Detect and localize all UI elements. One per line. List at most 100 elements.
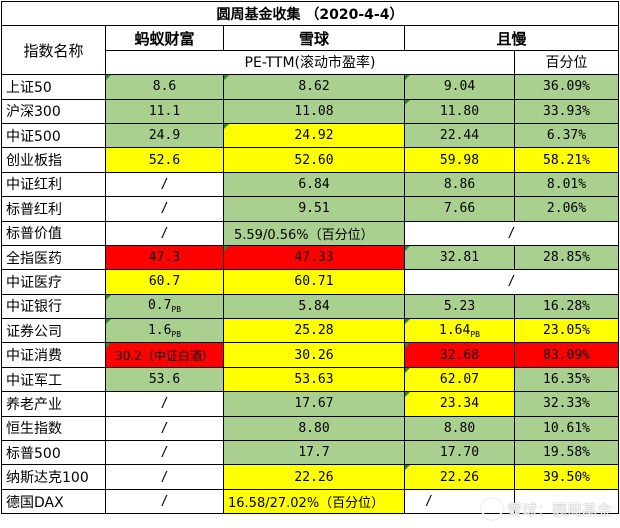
xueqiu-value: 53.63 <box>223 366 405 393</box>
danman-pe-value: 59.98 <box>404 147 515 173</box>
mayi-value: 47.3 <box>105 244 224 271</box>
title-row: 圆周基金收集 （2020-4-4） <box>1 0 619 27</box>
index-name: 中证500 <box>1 122 106 149</box>
danman-percentile-value: 10.61% <box>514 415 619 442</box>
xueqiu-value: 17.7 <box>223 440 405 466</box>
xueqiu-value: 8.80 <box>223 415 405 442</box>
pe-ttm-header: PE-TTM(滚动市盈率) <box>105 49 515 76</box>
xueqiu-value: 24.92 <box>223 122 405 149</box>
mayi-value: / <box>105 196 224 222</box>
index-name: 中证军工 <box>1 366 106 393</box>
danman-percentile-value: 16.28% <box>514 293 619 320</box>
index-name: 标普价值 <box>1 220 106 246</box>
danman-merged-value: / <box>404 220 619 246</box>
watermark: 雪球：圆周基金 <box>480 498 612 520</box>
danman-percentile-value: 16.35% <box>514 366 619 393</box>
danman-pe-value: 62.07 <box>404 366 515 393</box>
pb-subscript: PB <box>470 329 480 339</box>
mayi-value: / <box>105 488 224 515</box>
danman-percentile-value: 28.85% <box>514 244 619 271</box>
mayi-value: 11.1 <box>105 98 224 124</box>
xueqiu-value: 22.26 <box>223 464 405 490</box>
table-row: 创业板指 52.6 52.60 59.98 58.21% <box>1 147 619 173</box>
table-row: 全指医药 47.3 47.33 32.81 28.85% <box>1 244 619 271</box>
table-row: 纳斯达克100 / 22.26 22.26 39.50% <box>1 464 619 490</box>
index-name: 德国DAX <box>1 488 106 515</box>
xueqiu-value: 52.60 <box>223 147 405 173</box>
index-name: 中证消费 <box>1 342 106 368</box>
danman-percentile-value: 32.33% <box>514 391 619 417</box>
mayi-value: / <box>105 440 224 466</box>
table-row: 标普价值 / 5.59/0.56%（百分位） / <box>1 220 619 246</box>
danman-merged-value: / <box>404 269 619 295</box>
index-name: 创业板指 <box>1 147 106 173</box>
index-name: 上证50 <box>1 74 106 100</box>
index-name: 标普红利 <box>1 196 106 222</box>
danman-pe-value: 8.80 <box>404 415 515 442</box>
xueqiu-value: 6.84 <box>223 171 405 198</box>
percentile-header: 百分位 <box>514 49 619 76</box>
mayi-value: 1.6PB <box>105 318 224 344</box>
table-row: 沪深300 11.1 11.08 11.80 33.93% <box>1 98 619 124</box>
index-name: 中证红利 <box>1 171 106 198</box>
xueqiu-value: 5.84 <box>223 293 405 320</box>
mayi-header: 蚂蚁财富 <box>105 25 224 51</box>
danman-percentile-value: 6.37% <box>514 122 619 149</box>
xueqiu-value: 47.33 <box>223 244 405 271</box>
index-name: 中证医疗 <box>1 269 106 295</box>
danman-pe-value: 22.44 <box>404 122 515 149</box>
danman-percentile-value: 2.06% <box>514 196 619 222</box>
danman-header: 且慢 <box>404 25 619 51</box>
header-row: 指数名称 蚂蚁财富 雪球 且慢 <box>1 25 619 76</box>
mayi-value: 0.7PB <box>105 293 224 320</box>
danman-percentile-empty <box>514 488 619 515</box>
table-row: 上证50 8.6 8.62 9.04 36.09% <box>1 74 619 100</box>
table-row: 养老产业 / 17.67 23.34 32.33% <box>1 391 619 417</box>
table-row: 德国DAX / 16.58/27.02%（百分位） / <box>1 488 619 515</box>
table-row: 证券公司 1.6PB 25.28 1.64PB 23.05% <box>1 318 619 344</box>
table-row: 中证军工 53.6 53.63 62.07 16.35% <box>1 366 619 393</box>
index-name: 证券公司 <box>1 318 106 344</box>
index-name: 标普500 <box>1 440 106 466</box>
table-row: 恒生指数 / 8.80 8.80 10.61% <box>1 415 619 442</box>
xueqiu-value: 5.59/0.56%（百分位） <box>223 220 405 246</box>
xueqiu-value: 25.28 <box>223 318 405 344</box>
danman-pe-value: 1.64PB <box>404 318 515 344</box>
mayi-value: / <box>105 171 224 198</box>
watermark-text: 雪球：圆周基金 <box>506 500 612 519</box>
xueqiu-value: 16.58/27.02%（百分位） <box>223 488 405 515</box>
table-row: 中证红利 / 6.84 8.86 8.01% <box>1 171 619 198</box>
mayi-value: 30.2（中证白酒） <box>105 342 224 368</box>
xueqiu-value: 60.71 <box>223 269 405 295</box>
danman-pe-number: 1.64 <box>439 322 471 338</box>
xueqiu-value: 9.51 <box>223 196 405 222</box>
table-title: 圆周基金收集 （2020-4-4） <box>1 0 619 27</box>
mayi-value: / <box>105 391 224 417</box>
mayi-value: / <box>105 415 224 442</box>
snowball-logo-icon <box>480 498 503 520</box>
danman-percentile-value: 36.09% <box>514 74 619 100</box>
danman-pe-value: 5.23 <box>404 293 515 320</box>
table-row: 中证消费 30.2（中证白酒） 30.26 32.68 83.09% <box>1 342 619 368</box>
mayi-value: 24.9 <box>105 122 224 149</box>
mayi-value: 52.6 <box>105 147 224 173</box>
danman-percentile-value: 83.09% <box>514 342 619 368</box>
danman-pe-value: 22.26 <box>404 464 515 490</box>
mayi-value: 8.6 <box>105 74 224 100</box>
mayi-value: 60.7 <box>105 269 224 295</box>
index-name-header: 指数名称 <box>1 25 106 76</box>
danman-pe-value: 11.80 <box>404 98 515 124</box>
xueqiu-header: 雪球 <box>223 25 405 51</box>
table-row: 中证银行 0.7PB 5.84 5.23 16.28% <box>1 293 619 320</box>
index-name: 全指医药 <box>1 244 106 271</box>
danman-pe-value: 17.70 <box>404 440 515 466</box>
index-name: 沪深300 <box>1 98 106 124</box>
danman-percentile-value: 58.21% <box>514 147 619 173</box>
xueqiu-value: 17.67 <box>223 391 405 417</box>
index-name: 恒生指数 <box>1 415 106 442</box>
fund-valuation-table: 圆周基金收集 （2020-4-4） 指数名称 蚂蚁财富 雪球 且慢 PE-TTM… <box>1 0 619 515</box>
mayi-value-number: 1.6 <box>147 322 172 338</box>
danman-percentile-value: 33.93% <box>514 98 619 124</box>
subheader-row: PE-TTM(滚动市盈率) 百分位 <box>2 49 619 76</box>
pb-subscript: PB <box>171 329 182 339</box>
